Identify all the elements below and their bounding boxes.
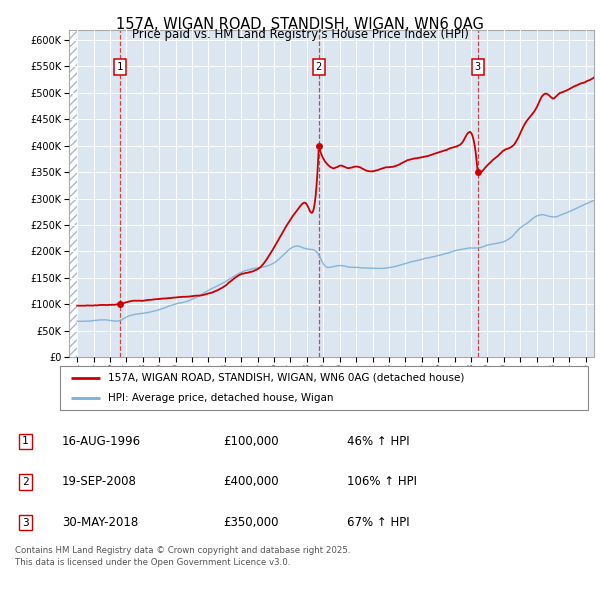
Text: 2: 2 (22, 477, 29, 487)
Text: £350,000: £350,000 (224, 516, 279, 529)
Text: 46% ↑ HPI: 46% ↑ HPI (347, 435, 410, 448)
Text: 157A, WIGAN ROAD, STANDISH, WIGAN, WN6 0AG (detached house): 157A, WIGAN ROAD, STANDISH, WIGAN, WN6 0… (107, 373, 464, 383)
Text: £400,000: £400,000 (224, 476, 279, 489)
Text: HPI: Average price, detached house, Wigan: HPI: Average price, detached house, Wiga… (107, 393, 333, 403)
Text: 19-SEP-2008: 19-SEP-2008 (62, 476, 137, 489)
Text: 157A, WIGAN ROAD, STANDISH, WIGAN, WN6 0AG: 157A, WIGAN ROAD, STANDISH, WIGAN, WN6 0… (116, 17, 484, 31)
Text: 3: 3 (22, 517, 29, 527)
Text: Price paid vs. HM Land Registry's House Price Index (HPI): Price paid vs. HM Land Registry's House … (131, 28, 469, 41)
Text: 1: 1 (117, 62, 124, 72)
Text: 30-MAY-2018: 30-MAY-2018 (62, 516, 138, 529)
Text: 1: 1 (22, 437, 29, 446)
Text: 2: 2 (316, 62, 322, 72)
Text: 16-AUG-1996: 16-AUG-1996 (62, 435, 141, 448)
Text: Contains HM Land Registry data © Crown copyright and database right 2025.
This d: Contains HM Land Registry data © Crown c… (15, 546, 350, 566)
Text: 106% ↑ HPI: 106% ↑ HPI (347, 476, 417, 489)
Text: 67% ↑ HPI: 67% ↑ HPI (347, 516, 410, 529)
Text: 3: 3 (475, 62, 481, 72)
Polygon shape (69, 30, 77, 357)
Text: £100,000: £100,000 (224, 435, 279, 448)
